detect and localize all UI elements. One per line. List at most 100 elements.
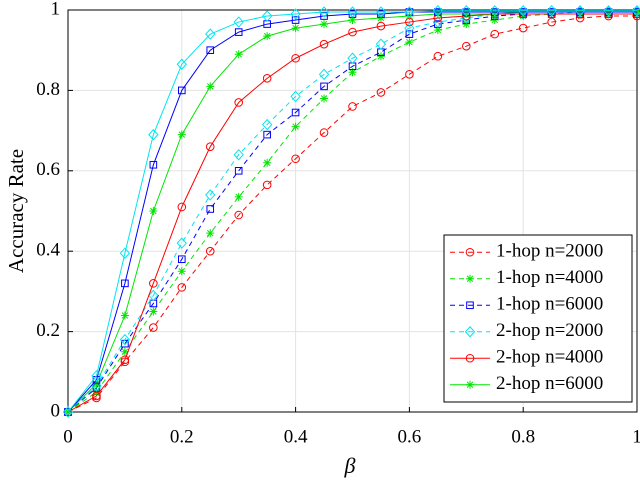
marker: [119, 333, 131, 346]
marker: [348, 102, 357, 111]
legend-label: 1-hop n=6000: [496, 294, 603, 315]
marker: [574, 5, 586, 17]
marker: [518, 5, 529, 17]
marker: [348, 68, 357, 77]
marker: [263, 32, 272, 41]
marker: [233, 16, 244, 28]
marker: [205, 28, 216, 40]
marker: [376, 88, 386, 97]
marker: [490, 29, 500, 39]
marker: [206, 46, 215, 55]
marker: [375, 6, 387, 18]
marker: [603, 5, 614, 17]
marker: [120, 347, 129, 356]
marker: [348, 27, 357, 37]
marker: [320, 82, 328, 91]
marker: [291, 108, 300, 117]
marker: [375, 38, 387, 50]
marker: [291, 24, 300, 33]
marker: [319, 128, 329, 137]
marker: [376, 21, 386, 31]
x-tick-label: 1: [632, 426, 640, 447]
marker: [233, 148, 244, 161]
marker: [120, 311, 129, 320]
marker: [178, 86, 186, 95]
legend-label: 1-hop n=2000: [496, 241, 603, 262]
marker: [290, 90, 301, 103]
marker: [291, 122, 300, 131]
marker: [148, 289, 159, 302]
x-axis-label: β: [344, 453, 356, 478]
marker: [205, 189, 216, 201]
series-line: [67, 13, 637, 413]
marker: [347, 6, 358, 18]
marker: [177, 283, 187, 292]
x-tick-label: 0.4: [284, 426, 308, 447]
marker: [405, 70, 414, 79]
marker: [234, 50, 243, 59]
marker: [320, 20, 329, 29]
series-line: [67, 13, 637, 413]
legend: 1-hop n=2000 1-hop n=4000 1-hop n=6000 2-ho…: [443, 234, 633, 403]
marker: [92, 391, 101, 401]
marker: [489, 5, 500, 17]
marker: [290, 8, 301, 20]
marker: [320, 94, 329, 103]
marker: [404, 6, 415, 18]
series-line: [67, 11, 637, 413]
marker: [376, 14, 385, 23]
marker: [518, 23, 528, 33]
marker: [262, 180, 272, 190]
marker: [120, 355, 130, 365]
marker: [318, 68, 330, 81]
marker: [464, 326, 476, 338]
marker: [177, 130, 186, 139]
marker: [465, 353, 475, 363]
plot-frame: [67, 9, 638, 413]
y-tick-label: 0.2: [36, 320, 60, 341]
marker: [92, 379, 101, 388]
marker: [462, 20, 471, 29]
marker: [205, 246, 215, 256]
marker: [149, 279, 158, 288]
marker: [178, 255, 186, 264]
marker: [433, 10, 442, 19]
marker: [376, 52, 385, 61]
marker: [405, 30, 414, 38]
y-axis-label: Accuracy Rate: [4, 149, 28, 273]
marker: [348, 16, 357, 25]
marker: [291, 53, 300, 63]
legend-label: 2-hop n=2000: [496, 320, 603, 341]
marker: [149, 160, 158, 169]
marker: [121, 279, 129, 288]
marker: [64, 408, 72, 416]
series-line: [67, 15, 637, 413]
marker: [206, 82, 215, 91]
marker: [234, 210, 243, 220]
marker: [234, 167, 243, 175]
marker: [62, 406, 74, 418]
y-tick-label: 1: [51, 0, 61, 19]
marker: [261, 10, 273, 22]
marker: [261, 118, 273, 131]
x-tick-label: 0: [63, 426, 73, 447]
y-tick-label: 0.8: [36, 79, 60, 100]
marker: [405, 38, 414, 47]
legend-label: 2-hop n=4000: [496, 347, 603, 368]
legend-box: [443, 234, 633, 403]
x-tick-label: 0.8: [511, 426, 535, 447]
marker: [318, 6, 330, 18]
marker: [91, 370, 102, 382]
marker: [234, 192, 243, 201]
marker: [405, 12, 414, 21]
y-tick-label: 0.6: [36, 159, 60, 180]
x-tick-label: 0.2: [170, 426, 194, 447]
marker: [206, 205, 215, 213]
legend-label: 2-hop n=6000: [496, 373, 603, 394]
marker: [432, 5, 444, 17]
y-tick-label: 0: [51, 400, 61, 421]
marker: [177, 202, 187, 212]
legend-label: 1-hop n=4000: [496, 267, 603, 288]
marker: [149, 323, 158, 332]
marker: [263, 158, 272, 167]
